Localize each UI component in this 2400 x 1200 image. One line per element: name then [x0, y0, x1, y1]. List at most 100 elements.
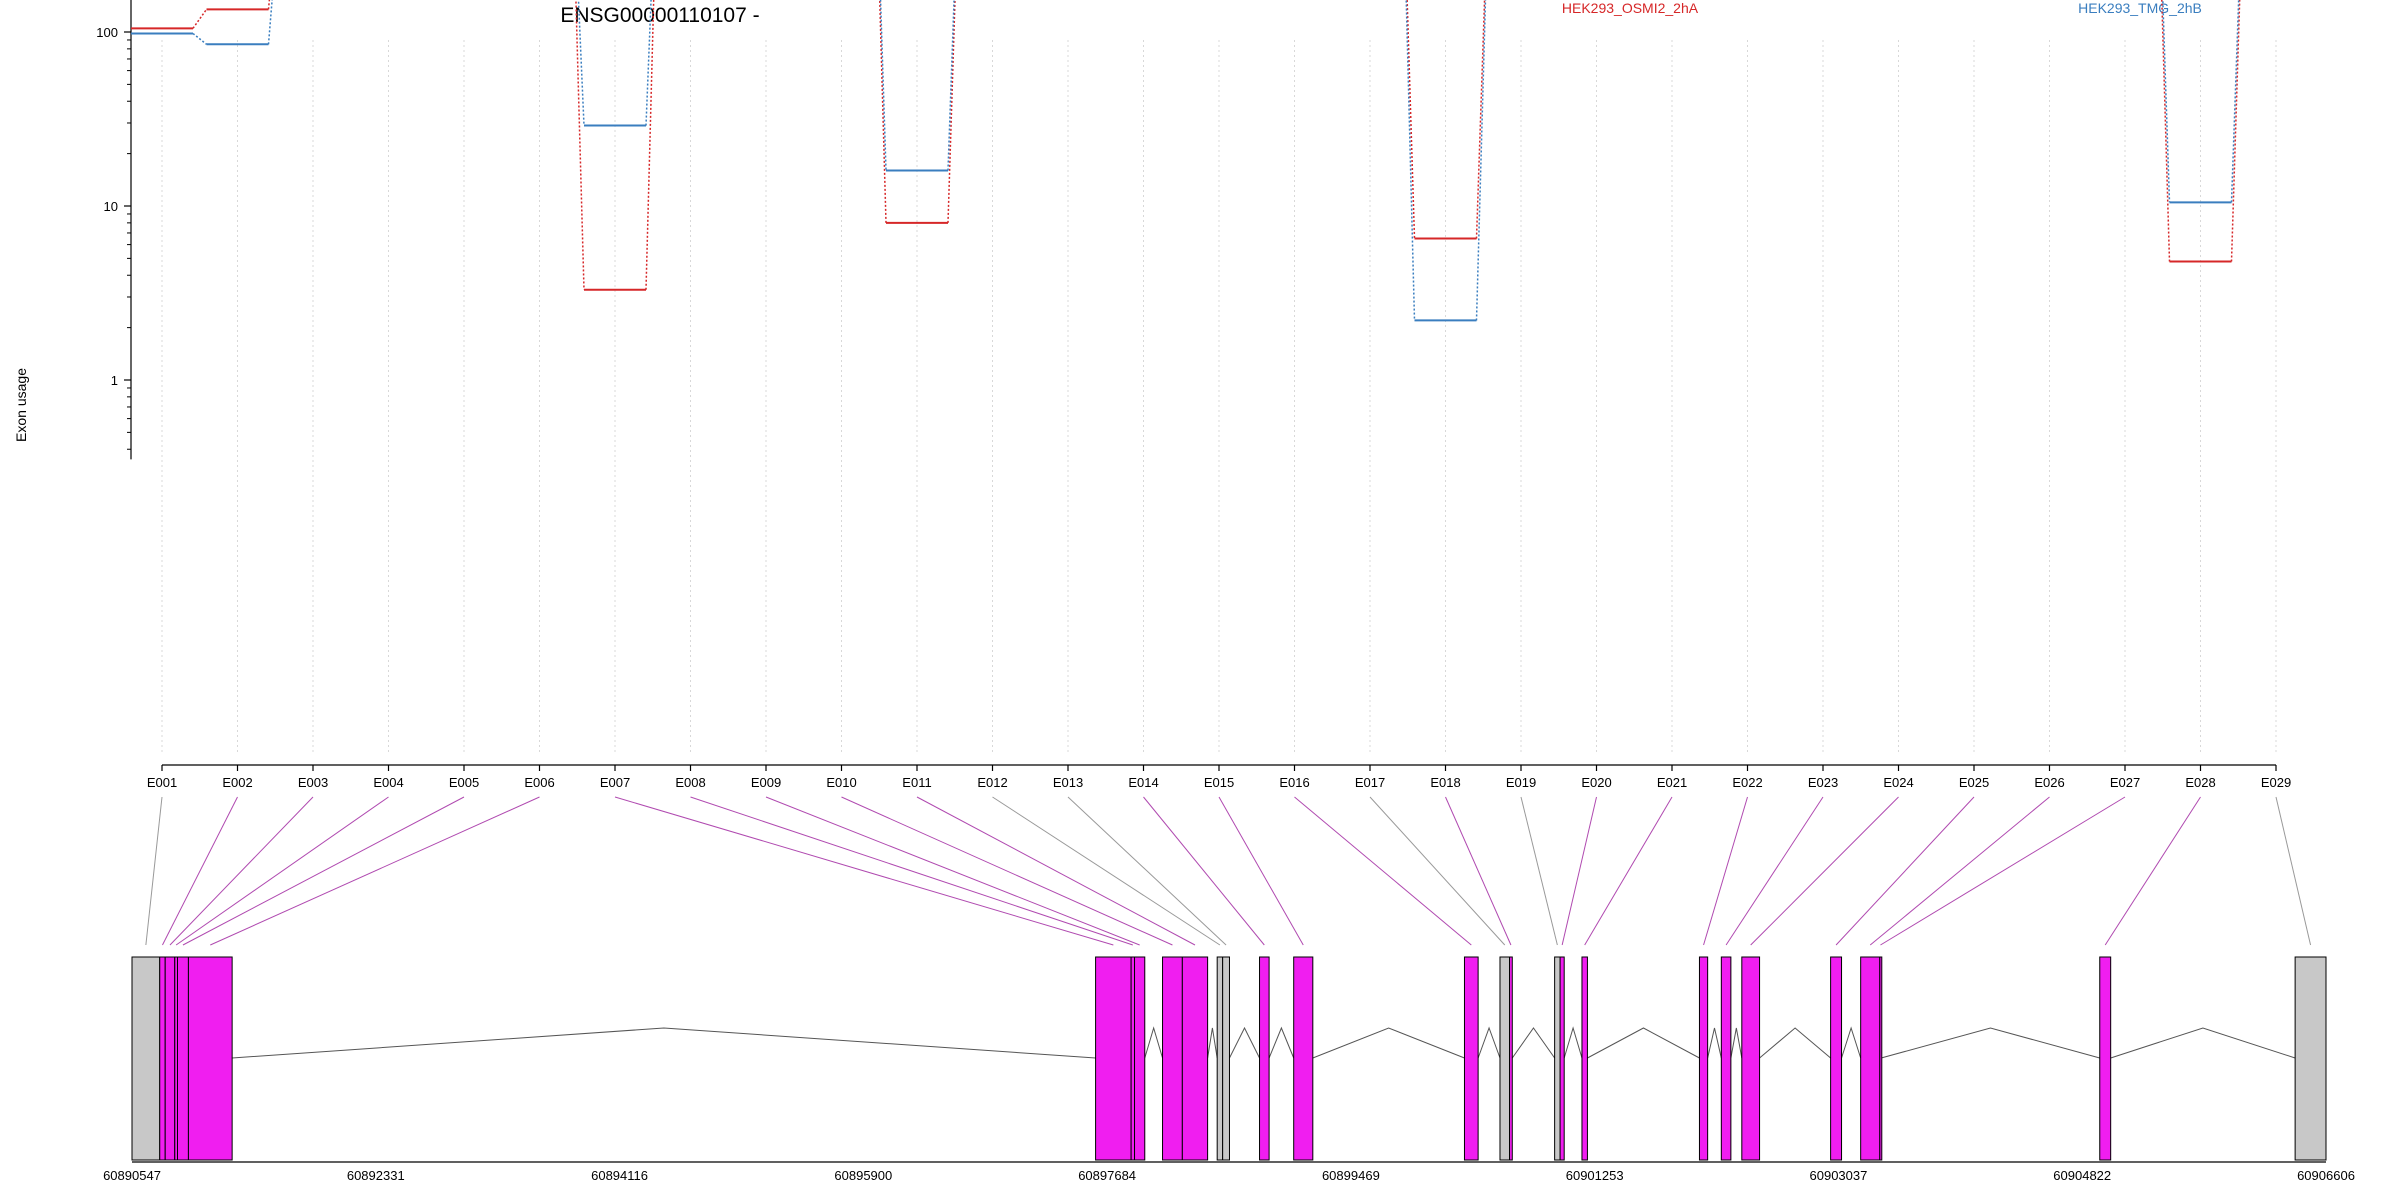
series-tmg-connector [1475, 0, 1487, 321]
series-osmi2-connector [267, 0, 271, 10]
x-tick-label-e029: E029 [2261, 775, 2291, 790]
x-tick-label-e013: E013 [1053, 775, 1083, 790]
x-tick-label-e022: E022 [1732, 775, 1762, 790]
exon-connectors [145, 796, 2312, 946]
exon-box-e001 [131, 956, 161, 1161]
intron-line [1511, 1027, 1556, 1059]
x-tick-label-e016: E016 [1279, 775, 1309, 790]
connector-e005 [182, 796, 465, 946]
exon-box-e024 [1741, 956, 1761, 1161]
exon-box-e002 [159, 956, 166, 1161]
connector-e013 [1067, 796, 1227, 946]
connector-e021 [1584, 796, 1673, 946]
x-tick-label-e018: E018 [1430, 775, 1460, 790]
x-tick-label-e004: E004 [373, 775, 403, 790]
exon-box-e012 [1216, 956, 1224, 1161]
exon-box-e011 [1181, 956, 1209, 1161]
x-tick-label-e009: E009 [751, 775, 781, 790]
x-tick-label-e003: E003 [298, 775, 328, 790]
connector-e026 [1869, 796, 2050, 946]
exon-box-e029 [2294, 956, 2327, 1161]
intron-line [1207, 1027, 1218, 1059]
series-tmg-connector [577, 0, 585, 126]
genomic-tick-label: 60890547 [103, 1168, 161, 1183]
intron-line [1312, 1027, 1465, 1059]
intron-line [1563, 1026, 1583, 1059]
y-axis-label: Exon usage [13, 368, 29, 442]
series-lines [131, 0, 2241, 322]
intron-line [1759, 1027, 1831, 1059]
connector-e023 [1725, 796, 1824, 946]
intron-line [1587, 1027, 1700, 1059]
x-tick-label-e025: E025 [1959, 775, 1989, 790]
x-tick-label-e026: E026 [2034, 775, 2064, 790]
genomic-axis: 60890547 60892331 60894116 60895900 60897684… [103, 1161, 2355, 1183]
x-tick-label-e010: E010 [826, 775, 856, 790]
exon-box-e007 [1095, 956, 1132, 1161]
exon-box-e026 [1860, 956, 1881, 1161]
exon-box-e028 [2099, 956, 2112, 1161]
x-tick-label-e011: E011 [902, 775, 931, 790]
connector-e028 [2104, 796, 2201, 946]
x-tick-label-e020: E020 [1581, 775, 1611, 790]
genomic-tick-label: 60901253 [1566, 1168, 1624, 1183]
genomic-tick-label: 60895900 [834, 1168, 892, 1183]
intron-line [2110, 1027, 2296, 1059]
series-osmi2-connector [947, 0, 956, 223]
exon-box-e005 [176, 956, 189, 1161]
intron-line [1229, 1026, 1260, 1059]
exon-box-e021 [1581, 956, 1588, 1161]
x-axis-exons: E001 E002 E003 E004 E005 E006 E007 E008 E009 E010… [147, 764, 2291, 790]
series-osmi2-connector [879, 0, 887, 223]
connector-e002 [162, 796, 238, 946]
series-osmi2-connector [1406, 0, 1416, 239]
series-osmi2-connector [192, 8, 208, 29]
x-tick-label-e027: E027 [2110, 775, 2140, 790]
series-osmi2-connector [1475, 0, 1486, 239]
intron-line [1144, 1026, 1164, 1059]
exon-box-e016 [1463, 956, 1479, 1161]
series-tmg-connector [192, 32, 207, 45]
intron-line [1881, 1027, 2100, 1059]
x-tick-label-e028: E028 [2185, 775, 2215, 790]
connector-e016 [1294, 796, 1472, 946]
exon-box-e025 [1830, 956, 1843, 1161]
connector-e025 [1835, 796, 1975, 946]
connector-e010 [841, 796, 1173, 946]
genomic-tick-label: 60899469 [1322, 1168, 1380, 1183]
genomic-tick-label: 60903037 [1810, 1168, 1868, 1183]
exon-box-e022 [1698, 956, 1709, 1161]
connector-e012 [992, 796, 1221, 946]
connector-e020 [1561, 796, 1597, 946]
x-tick-label-e017: E017 [1355, 775, 1385, 790]
intron-line [1707, 1027, 1722, 1059]
genomic-tick-label: 60897684 [1078, 1168, 1136, 1183]
y-tick-label: 100 [96, 25, 118, 40]
connector-e008 [690, 796, 1133, 946]
connector-e011 [916, 796, 1196, 946]
grid-lines [161, 40, 2277, 752]
gene-model [131, 956, 2327, 1161]
intron-line [1841, 1026, 1862, 1059]
exon-box-e027 [1879, 956, 1883, 1161]
series-osmi2-connector [575, 0, 585, 290]
genomic-tick-label: 60894116 [591, 1168, 648, 1183]
exon-box-e013 [1222, 956, 1230, 1161]
series-tmg-connector [2162, 0, 2171, 203]
exon-box-e008 [1130, 956, 1136, 1161]
connector-e024 [1750, 796, 1899, 946]
x-tick-label-e014: E014 [1128, 775, 1158, 790]
connector-e009 [765, 796, 1140, 946]
series-osmi2-connector [2230, 0, 2241, 262]
exon-box-e020 [1559, 956, 1565, 1161]
series-tmg-connector [1405, 0, 1416, 321]
x-tick-label-e024: E024 [1883, 775, 1913, 790]
legend-label-tmg: HEK293_TMG_2hB [2078, 0, 2202, 16]
y-tick-label: 1 [111, 373, 118, 388]
connector-e001 [145, 796, 163, 946]
x-tick-label-e019: E019 [1506, 775, 1536, 790]
x-tick-label-e002: E002 [222, 775, 252, 790]
series-tmg-connector [267, 0, 273, 45]
connector-e007 [614, 796, 1114, 946]
